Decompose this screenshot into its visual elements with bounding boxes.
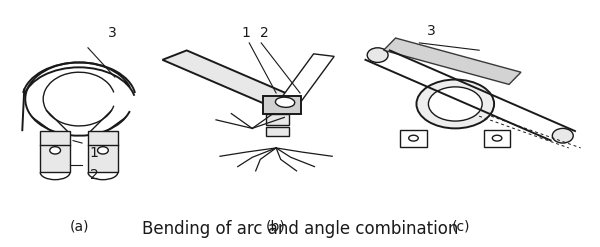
FancyBboxPatch shape: [263, 96, 301, 114]
Polygon shape: [163, 50, 300, 109]
Text: (a): (a): [69, 219, 89, 233]
FancyBboxPatch shape: [40, 131, 70, 172]
Text: (c): (c): [452, 219, 470, 233]
Ellipse shape: [409, 135, 418, 141]
Text: 1: 1: [89, 146, 98, 160]
Text: 3: 3: [427, 24, 436, 38]
Ellipse shape: [275, 97, 295, 107]
Ellipse shape: [50, 147, 61, 154]
Ellipse shape: [416, 80, 494, 128]
Text: Bending of arc and angle combination: Bending of arc and angle combination: [142, 220, 458, 238]
FancyBboxPatch shape: [400, 130, 427, 147]
Polygon shape: [278, 54, 334, 105]
FancyBboxPatch shape: [266, 126, 289, 136]
Ellipse shape: [553, 128, 573, 143]
Polygon shape: [383, 38, 521, 84]
FancyBboxPatch shape: [88, 131, 118, 172]
Text: 3: 3: [107, 26, 116, 40]
Text: 2: 2: [89, 168, 98, 182]
Text: (b): (b): [266, 219, 286, 233]
FancyBboxPatch shape: [484, 130, 510, 147]
Text: 1: 1: [242, 26, 251, 40]
Ellipse shape: [428, 87, 482, 121]
Ellipse shape: [367, 48, 388, 62]
Ellipse shape: [493, 135, 502, 141]
FancyBboxPatch shape: [266, 114, 289, 125]
Text: 2: 2: [260, 26, 269, 40]
Ellipse shape: [98, 147, 108, 154]
